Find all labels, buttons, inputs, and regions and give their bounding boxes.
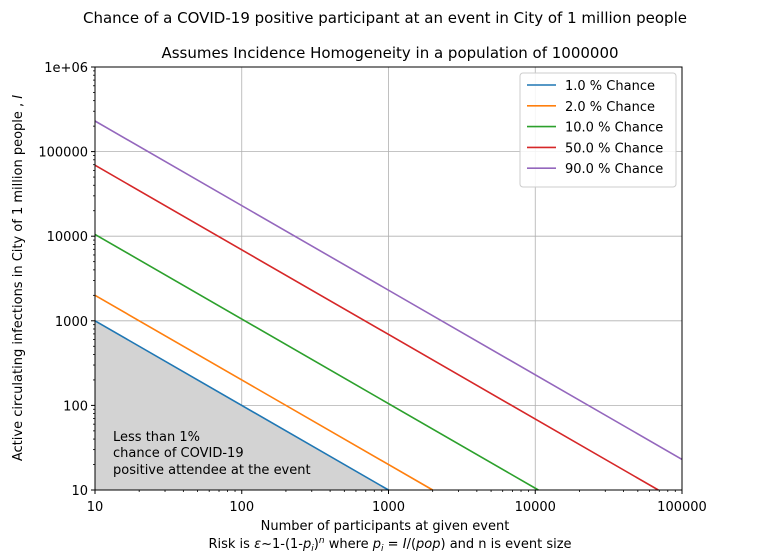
x-tick-label: 100000 [657,500,707,515]
y-tick-label: 1000 [55,315,88,330]
legend: 1.0 % Chance 2.0 % Chance 10.0 % Chance 50.… [519,72,677,188]
annotation-line-3: positive attendee at the event [113,463,311,478]
x-axis-label: Number of participants at given event [261,519,510,534]
y-axis-ticks: 10 100 1000 10000 100000 1e+06 [38,61,95,499]
legend-label: 50.0 % Chance [565,141,663,156]
series-line-4 [94,164,659,491]
annotation-line-2: chance of COVID-19 [113,446,244,461]
legend-label: 1.0 % Chance [565,79,655,94]
y-tick-label: 1e+06 [44,61,88,76]
x-tick-label: 10 [87,500,104,515]
legend-label: 10.0 % Chance [565,121,663,136]
series-line-5 [94,120,683,461]
y-tick-label: 100000 [38,146,88,161]
low-risk-annotation: Less than 1% chance of COVID-19 positive… [113,430,311,478]
x-tick-label: 100 [229,500,254,515]
y-tick-label: 10 [71,484,88,499]
legend-box [519,72,677,188]
y-tick-label: 10000 [47,230,88,245]
x-axis-label-risk-formula: Risk is ε~1-(1-pi)n where pi = I/(pop) a… [208,536,571,551]
annotation-line-1: Less than 1% [113,430,200,445]
series-lines [94,120,683,491]
x-tick-label: 10000 [515,500,556,515]
chart-title: Assumes Incidence Homogeneity in a popul… [161,44,618,62]
legend-label: 2.0 % Chance [565,100,655,115]
series-line-3 [94,233,539,491]
x-tick-label: 1000 [372,500,405,515]
series-line-2 [94,294,434,491]
series-line-1 [94,320,389,491]
y-tick-label: 100 [63,399,88,414]
x-axis-ticks: 10 100 1000 10000 100000 [87,490,707,515]
y-axis-label: Active circulating infections in City of… [11,95,26,461]
legend-label: 90.0 % Chance [565,162,663,177]
chart-suptitle: Chance of a COVID-19 positive participan… [83,9,687,27]
